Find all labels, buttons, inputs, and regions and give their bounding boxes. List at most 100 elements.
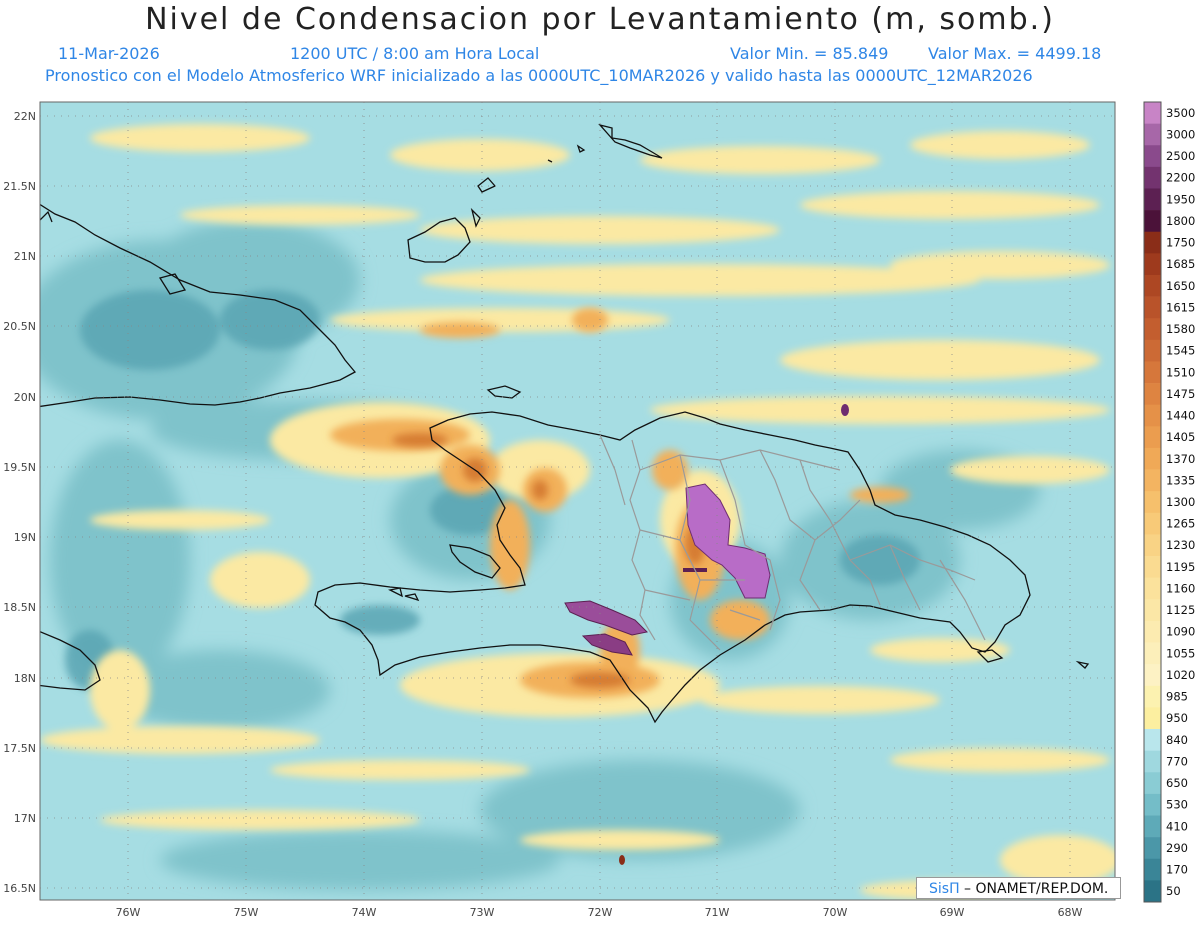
colorbar-label: 3000 [1166,127,1195,141]
gridlines [40,102,1115,900]
valid-date: 11-Mar-2026 [58,44,160,63]
lat-label: 20N [14,391,36,404]
cuba-edge [40,210,53,223]
small-island-5 [388,587,403,598]
colorbar-swatch [1144,253,1161,276]
small-island-4 [547,159,553,163]
colorbar-label: 650 [1166,776,1188,790]
lon-label: 75W [234,906,259,919]
colorbar-label: 1160 [1166,581,1195,595]
small-island-3 [576,144,586,153]
lat-label: 22N [14,110,36,123]
colorbar-label: 3500 [1166,106,1195,120]
lat-label: 20.5N [3,320,36,333]
colorbar-swatch [1144,426,1161,449]
jamaica-coast [40,630,101,691]
lat-label: 18.5N [3,601,36,614]
colorbar-label: 840 [1166,733,1188,747]
cuba-cay [158,273,187,295]
colorbar-swatch [1144,772,1161,795]
colorbar-swatch [1144,296,1161,319]
colorbar-label: 1685 [1166,257,1195,271]
colorbar-swatch [1144,750,1161,773]
lat-label: 21N [14,250,36,263]
lon-label: 71W [705,906,730,919]
colorbar-swatch [1144,404,1161,427]
red-dot [619,855,625,865]
high-lcl-areas [564,404,849,865]
lon-label: 69W [940,906,965,919]
colorbar-label: 1125 [1166,603,1195,617]
colorbar-swatch [1144,210,1161,233]
colorbar-swatch [1144,858,1161,881]
plot-frame [39,101,1116,901]
colorbar-swatch [1144,361,1161,384]
colorbar-label: 1265 [1166,517,1195,531]
purple-dot-2 [841,404,849,416]
colorbar-swatch [1144,534,1161,557]
caicos-island [598,123,663,159]
tortuga-island [486,385,522,399]
lat-label: 17.5N [3,742,36,755]
colorbar-swatch [1144,685,1161,708]
colorbar-swatch [1144,664,1161,687]
lat-label: 17N [14,812,36,825]
colorbar-label: 1370 [1166,452,1195,466]
colorbar-label: 1300 [1166,495,1195,509]
lon-label: 68W [1058,906,1083,919]
colorbar-label: 950 [1166,711,1188,725]
colorbar-swatch [1144,815,1161,838]
lat-label: 16.5N [3,882,36,895]
colorbar-frame [1143,101,1162,903]
purple-area-south [581,633,633,656]
colorbar-label: 1545 [1166,344,1195,358]
colorbar-swatch [1144,145,1161,168]
max-value: Valor Max. = 4499.18 [928,44,1102,63]
mona-island [1075,660,1090,669]
colorbar-label: 290 [1166,841,1188,855]
lon-label: 73W [470,906,495,919]
colorbar-swatch [1144,318,1161,341]
colorbar-label: 1405 [1166,430,1195,444]
colorbar-label: 1020 [1166,668,1195,682]
colorbar-label: 530 [1166,798,1188,812]
colorbar-swatch [1144,707,1161,730]
colorbar-swatch [1144,620,1161,643]
coastlines [40,123,1090,724]
colorbar-swatch [1144,793,1161,816]
colorbar-swatch [1144,512,1161,535]
colorbar-swatch [1144,577,1161,600]
colorbar-label: 1750 [1166,236,1195,250]
credit-text: – ONAMET/REP.DOM. [959,881,1109,897]
lat-label: 19.5N [3,461,36,474]
colorbar-label: 1800 [1166,214,1195,228]
colorbar-swatch [1144,339,1161,362]
colorbar-label: 1335 [1166,473,1195,487]
forecast-info: Pronostico con el Modelo Atmosferico WRF… [45,66,1033,85]
colorbar-label: 1055 [1166,646,1195,660]
gonave-island [449,544,501,579]
colorbar-label: 770 [1166,754,1188,768]
colorbar-label: 1510 [1166,365,1195,379]
credit-box: SisΠ – ONAMET/REP.DOM. [916,877,1121,899]
colorbar-swatch [1144,123,1161,146]
colorbar-label: 1580 [1166,322,1195,336]
colorbar-swatch [1144,447,1161,470]
small-island-6 [404,593,420,602]
province-borders [599,434,986,651]
small-island-2 [470,207,481,228]
colorbar-swatch [1144,837,1161,860]
colorbar-label: 1440 [1166,409,1195,423]
lat-label: 18N [14,672,36,685]
colorbar-swatch [1144,469,1161,492]
colorbar-swatch [1144,880,1161,903]
lon-label: 74W [352,906,377,919]
hispaniola-coast [314,411,1031,724]
purple-area-central [685,483,771,599]
colorbar-label: 410 [1166,819,1188,833]
colorbar-swatch [1144,274,1161,297]
lat-label: 19N [14,531,36,544]
min-value: Valor Min. = 85.849 [730,44,889,63]
colorbar-swatch [1144,556,1161,578]
